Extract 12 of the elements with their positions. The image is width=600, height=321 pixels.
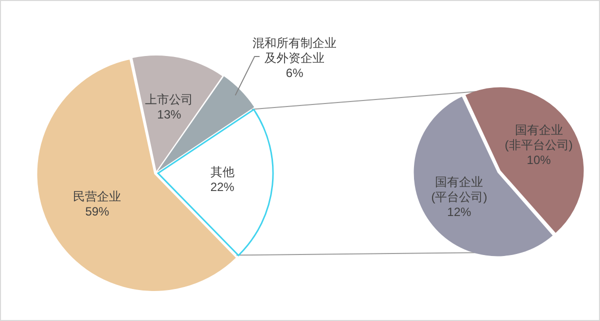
slice-label: 民营企业 [73, 189, 122, 204]
slice-label: 国有企业(平台公司) [431, 174, 488, 204]
data-label: 22% [210, 180, 235, 194]
data-label: 10% [526, 152, 552, 167]
data-label: 59% [85, 204, 110, 218]
data-label: 6% [286, 66, 304, 80]
data-label: 12% [447, 204, 472, 219]
slice-label: 混和所有制企业及外资企业 [252, 36, 337, 65]
slice-label: 上市公司 [145, 92, 194, 106]
slice-label: 国有企业(非平台公司) [504, 122, 573, 152]
slice-label: 其他 [210, 164, 234, 179]
data-label: 13% [157, 107, 182, 122]
